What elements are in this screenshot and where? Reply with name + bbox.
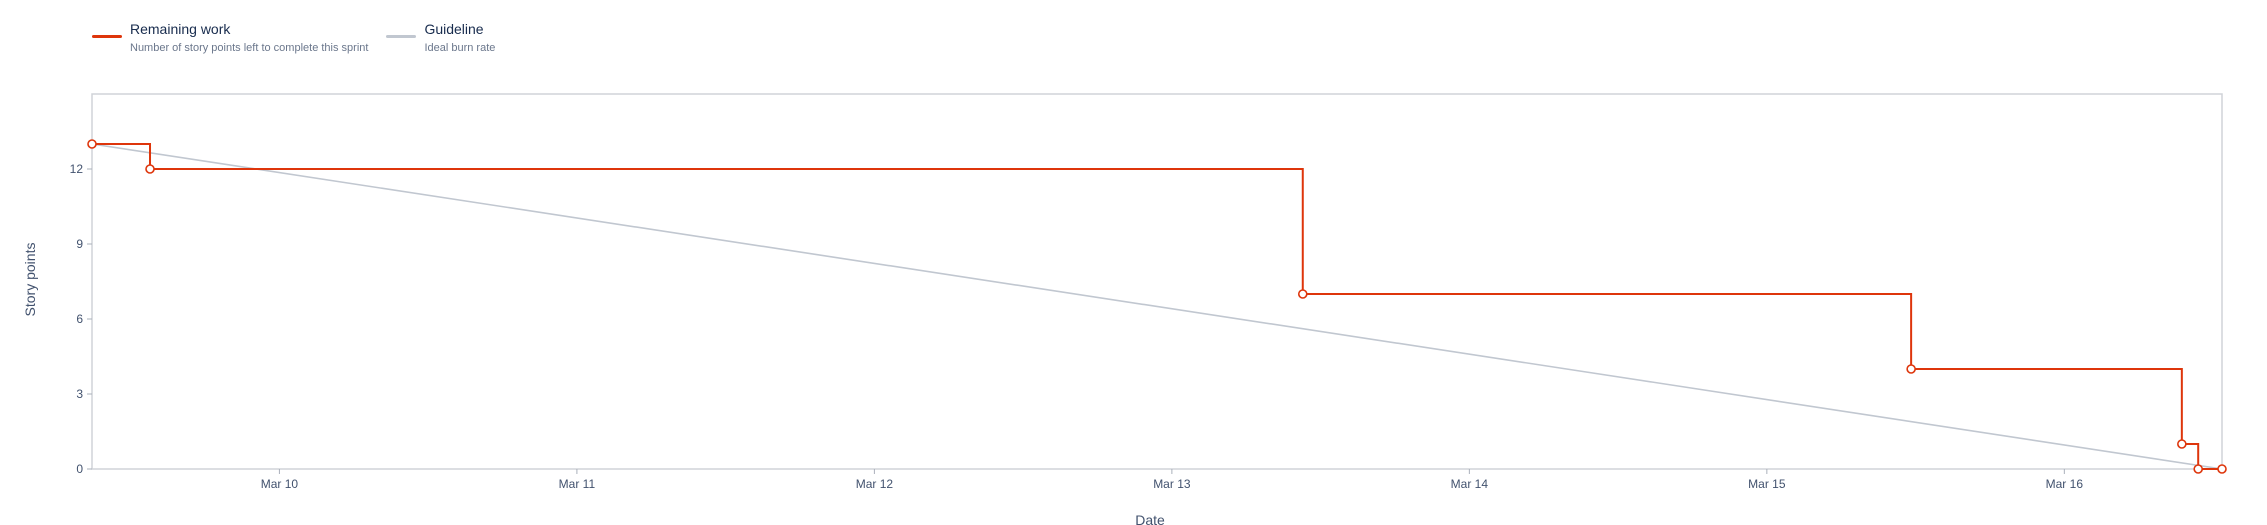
y-tick-label: 9 — [76, 237, 83, 251]
guideline-swatch — [386, 35, 417, 38]
x-tick-label: Mar 14 — [1451, 477, 1489, 491]
legend-desc-guideline: Ideal burn rate — [424, 42, 496, 54]
remaining-work-point — [2177, 439, 2187, 449]
x-axis-title: Date — [1135, 512, 1165, 525]
chart-legend: Remaining work Number of story points le… — [92, 20, 495, 56]
guideline-line — [91, 143, 2223, 470]
remaining-work-point — [2193, 464, 2204, 474]
y-tick-label: 12 — [70, 162, 84, 176]
legend-item-remaining-work[interactable]: Remaining work Number of story points le… — [92, 20, 368, 56]
y-axis-title: Story points — [22, 243, 38, 317]
x-tick-label: Mar 15 — [1748, 477, 1786, 491]
legend-item-guideline[interactable]: Guideline Ideal burn rate — [386, 20, 495, 56]
y-tick-label: 3 — [76, 387, 83, 401]
remaining-work-point — [87, 139, 97, 149]
plot-frame — [91, 93, 2223, 470]
legend-title-remaining-work: Remaining work — [130, 21, 231, 37]
y-tick-label: 6 — [76, 312, 83, 326]
y-tick-label: 0 — [76, 462, 83, 476]
legend-title-guideline: Guideline — [424, 21, 484, 37]
x-tick-label: Mar 12 — [856, 477, 894, 491]
x-tick-label: Mar 11 — [559, 477, 596, 491]
remaining-work-point — [1297, 289, 1308, 299]
x-tick-label: Mar 13 — [1153, 477, 1191, 491]
remaining-work-point — [1906, 364, 1916, 374]
x-tick-label: Mar 10 — [261, 477, 299, 491]
legend-desc-remaining-work: Number of story points left to complete … — [130, 42, 369, 54]
remaining-work-swatch — [92, 35, 122, 38]
remaining-work-point — [145, 164, 155, 174]
x-tick-label: Mar 16 — [2046, 477, 2084, 491]
remaining-work-point — [2217, 464, 2227, 474]
